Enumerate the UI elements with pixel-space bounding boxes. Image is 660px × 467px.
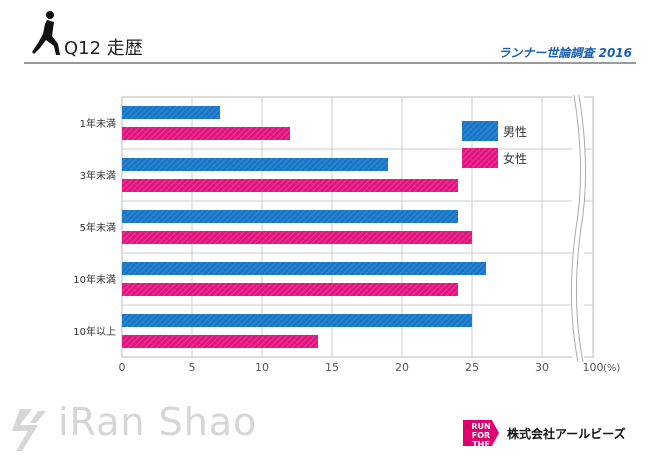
x-unit-label: (%) — [603, 363, 620, 374]
x-tick-label: 20 — [395, 361, 409, 374]
bar-female — [122, 283, 458, 296]
x-tick-label: 15 — [325, 361, 339, 374]
axis-break-gap — [572, 95, 584, 359]
category-label: 3年未満 — [80, 169, 116, 182]
bar-male — [122, 314, 472, 327]
legend-label: 男性 — [503, 125, 527, 139]
bar-male — [122, 158, 388, 171]
category-label: 10年未満 — [73, 273, 116, 286]
bar-female — [122, 179, 458, 192]
x-tick-label: 0 — [119, 361, 126, 374]
bar-male — [122, 262, 486, 275]
runner-icon — [30, 10, 64, 62]
x-tick-label: 5 — [189, 361, 196, 374]
bar-male — [122, 210, 458, 223]
category-label: 5年未満 — [80, 221, 116, 234]
run-badge: RUN FOR THE FUTURE — [463, 420, 499, 458]
legend-swatch — [462, 148, 498, 168]
category-label: 10年以上 — [73, 325, 116, 338]
category-label: 1年未満 — [80, 117, 116, 130]
bar-female — [122, 231, 472, 244]
x-tick-label: 25 — [465, 361, 479, 374]
bar-male — [122, 106, 220, 119]
x-tick-label: 10 — [255, 361, 269, 374]
legend-label: 女性 — [503, 151, 527, 166]
header-divider — [24, 62, 636, 64]
x-tick-label: 100 — [583, 361, 604, 374]
company-logo: RUN FOR THE FUTURE 株式会社アールビーズ — [463, 420, 626, 446]
survey-label: ランナー世論調査 2016 — [498, 46, 632, 60]
axis-break-line — [570, 94, 582, 363]
plot-frame — [121, 96, 594, 358]
watermark-logo-icon — [12, 405, 52, 459]
watermark: iRan Shao — [58, 400, 258, 444]
bar-female — [122, 335, 318, 348]
x-tick-label: 30 — [535, 361, 549, 374]
legend-swatch — [462, 121, 498, 141]
axis-break-line — [575, 94, 587, 363]
page-title: Q12 走歴 — [64, 38, 143, 59]
company-name: 株式会社アールビーズ — [507, 426, 626, 441]
bar-female — [122, 127, 290, 140]
